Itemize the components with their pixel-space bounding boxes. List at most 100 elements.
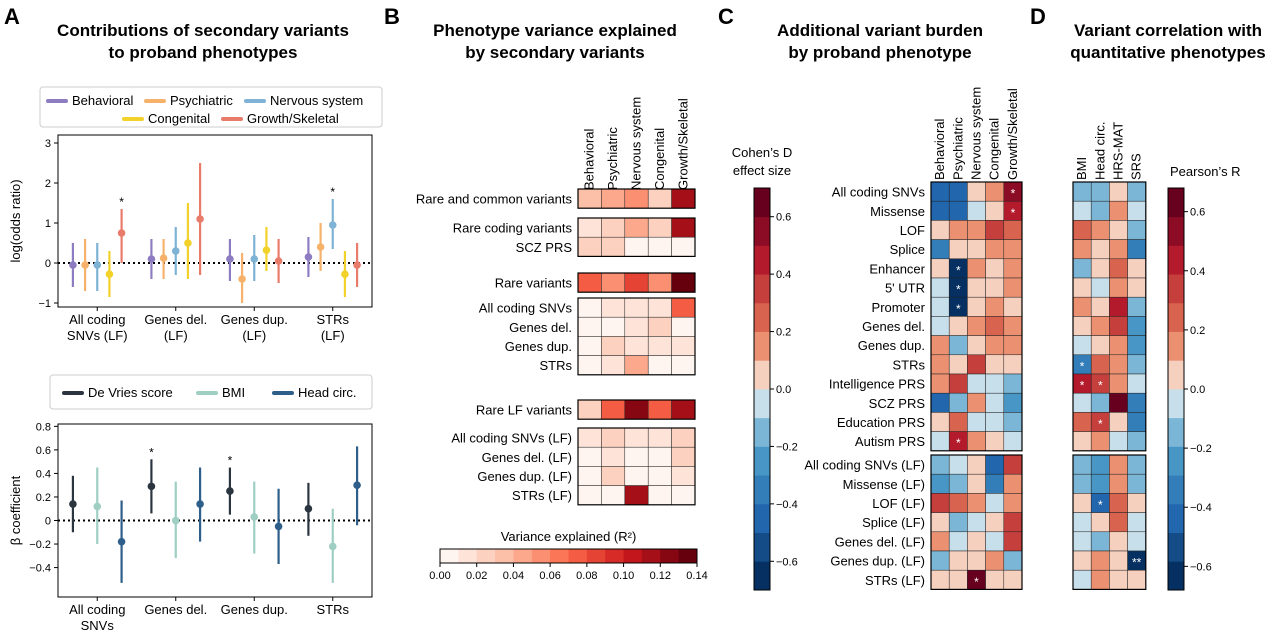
- c-cell: [930, 512, 950, 533]
- a-bottom-point: [69, 500, 77, 508]
- a-top-point: [159, 254, 168, 262]
- a-bottom-x-tick-label: SNVs: [81, 618, 115, 633]
- b-cell: [624, 399, 649, 420]
- b-cell: [647, 399, 672, 420]
- d-cell: [1090, 454, 1110, 475]
- a-top-x-tick-label: Genes del.: [144, 312, 207, 327]
- c-cell: [948, 473, 968, 494]
- b-colorbar-segment: [440, 549, 459, 563]
- b-cell: [624, 336, 649, 356]
- c-cell: [985, 512, 1005, 533]
- d-cell: [1109, 258, 1128, 279]
- c-cell: [948, 181, 968, 202]
- b-cell: [647, 188, 672, 209]
- d-colorbar-segment: [1168, 216, 1184, 246]
- c-cell: [930, 296, 950, 317]
- d-cell: [1072, 181, 1092, 202]
- d-colorbar-segment: [1168, 274, 1184, 304]
- b-cell: [647, 427, 672, 448]
- d-significance-star: *: [1080, 359, 1085, 373]
- c-row-label: Missense (LF): [843, 477, 925, 492]
- b-cell: [671, 188, 696, 209]
- d-cell: [1127, 277, 1147, 298]
- c-colorbar-segment: [754, 389, 770, 419]
- d-cell: [1072, 316, 1092, 336]
- a-bottom-y-tick-label: 0.6: [36, 445, 51, 457]
- b-group-frame: [577, 217, 696, 258]
- c-cell: [985, 200, 1005, 221]
- d-cell: [1090, 316, 1110, 336]
- c-cell: [948, 512, 968, 533]
- a-top-point: [353, 261, 361, 269]
- d-cell: [1127, 296, 1147, 317]
- c-cell: [967, 220, 986, 240]
- c-cell: [930, 200, 950, 221]
- d-cell: [1109, 550, 1128, 571]
- d-cell: [1072, 493, 1092, 513]
- c-cell: [1003, 531, 1023, 552]
- d-colorbar-tick-label: 0.4: [1190, 266, 1205, 278]
- c-colorbar-segment: [754, 331, 770, 361]
- c-cell: [967, 316, 986, 336]
- b-colorbar-segment: [495, 549, 514, 563]
- c-cell: [985, 316, 1005, 336]
- c-colorbar-label-line1: Cohen’s D: [732, 145, 792, 160]
- d-colorbar-segment: [1168, 302, 1184, 332]
- b-column-label: Behavioral: [582, 128, 597, 190]
- b-cell: [601, 446, 626, 467]
- c-cell: [967, 200, 986, 221]
- b-cell: [624, 188, 649, 209]
- c-cell: [930, 550, 950, 571]
- c-cell: [1003, 373, 1023, 394]
- a-bottom-axes-frame: [57, 423, 373, 598]
- b-cell: [577, 336, 602, 356]
- c-row-label: Splice: [890, 242, 925, 257]
- c-colorbar-tick-label: 0.2: [776, 327, 791, 339]
- c-row-label: Intelligence PRS: [829, 377, 925, 392]
- b-cell: [624, 427, 649, 448]
- c-cell: [948, 412, 968, 432]
- c-row-label: 5' UTR: [885, 281, 925, 296]
- b-cell: [647, 217, 672, 238]
- c-group-frame: [930, 454, 1023, 590]
- c-colorbar-segment: [754, 561, 770, 591]
- a-bottom-significance-star: *: [228, 454, 233, 468]
- b-cell: [624, 466, 649, 486]
- c-colorbar-tick-label: −0.6: [776, 556, 798, 568]
- a-bottom-legend: De Vries score BMI Head circ.: [49, 374, 373, 410]
- c-colorbar-segment: [754, 274, 770, 304]
- b-cell: [671, 236, 696, 257]
- c-cell: [930, 181, 950, 202]
- c-cell: [1003, 473, 1023, 494]
- c-colorbar-label-line2: effect size: [733, 163, 791, 178]
- a-top-legend-entry: Growth/Skeletal: [247, 111, 339, 126]
- c-cell: [930, 431, 950, 452]
- b-cell: [577, 355, 602, 376]
- d-cell: [1072, 454, 1092, 475]
- c-cell: [948, 454, 968, 475]
- c-cell: [1003, 512, 1023, 533]
- a-top-legend-entry: Behavioral: [72, 93, 134, 108]
- c-cell: [985, 454, 1005, 475]
- c-cell: [967, 373, 986, 394]
- b-cell: [624, 485, 649, 506]
- a-bottom-point: [250, 513, 259, 521]
- panel-a-top-chart: Behavioral Psychiatric Nervous system Conge…: [8, 86, 383, 343]
- b-cell: [601, 272, 626, 293]
- a-bottom-legend-entry: Head circ.: [298, 385, 357, 400]
- d-cell: [1127, 392, 1147, 413]
- panel-b-label: B: [384, 4, 400, 29]
- d-cell: [1109, 181, 1128, 202]
- b-cell: [601, 355, 626, 376]
- c-significance-star: *: [956, 263, 961, 277]
- c-cell: [930, 316, 950, 336]
- c-colorbar-tick-label: 0.0: [776, 384, 791, 396]
- c-cell: [985, 181, 1005, 202]
- c-column-label: Psychiatric: [950, 117, 965, 180]
- panel-b-colorbar: Variance explained (R²) 0.00 0.02 0.04 0.06 0…: [429, 529, 707, 582]
- b-colorbar-tick-label: 0.14: [686, 570, 707, 582]
- c-cell: [985, 296, 1005, 317]
- c-cell: [930, 493, 950, 513]
- a-top-y-tick-label: 3: [45, 138, 51, 150]
- c-colorbar-segment: [754, 446, 770, 476]
